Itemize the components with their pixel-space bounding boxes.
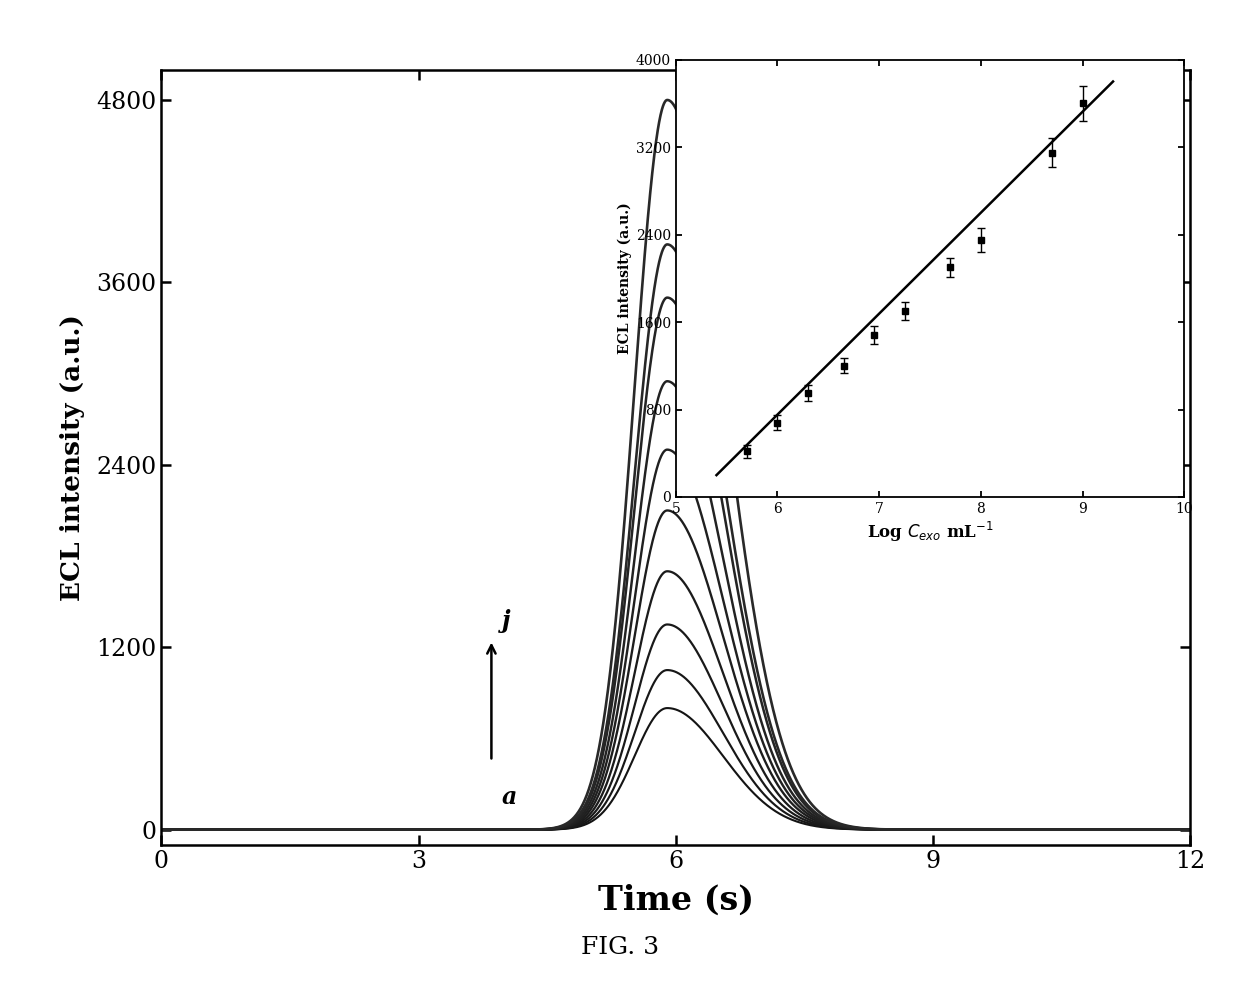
Text: FIG. 3: FIG. 3	[580, 936, 660, 959]
X-axis label: Time (s): Time (s)	[598, 884, 754, 916]
X-axis label: Log $C_{exo}$ mL$^{-1}$: Log $C_{exo}$ mL$^{-1}$	[867, 520, 993, 544]
Y-axis label: ECL intensity (a.u.): ECL intensity (a.u.)	[60, 314, 86, 600]
Text: a: a	[502, 785, 517, 809]
Text: j: j	[502, 608, 510, 632]
Y-axis label: ECL intensity (a.u.): ECL intensity (a.u.)	[618, 203, 631, 354]
